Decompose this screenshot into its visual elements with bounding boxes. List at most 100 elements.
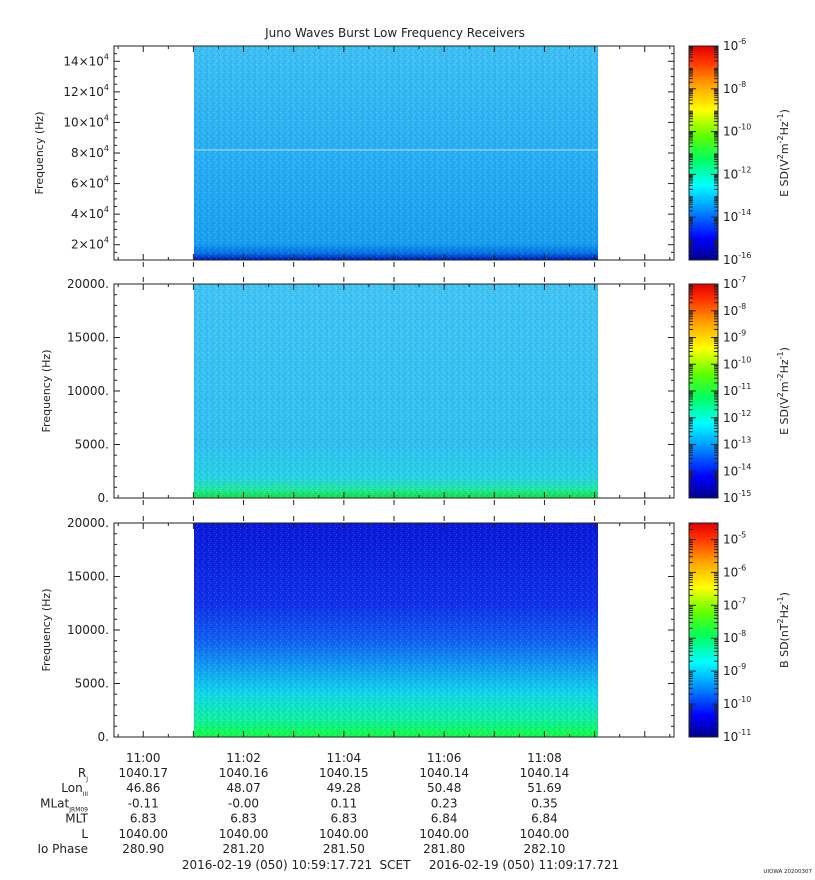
panel-1-noise (194, 46, 598, 260)
panel-1-colorbar-label: E SD(V2m-2Hz-1) (776, 109, 791, 197)
ephemeris-value: 282.10 (523, 842, 565, 856)
ephemeris-value: -0.00 (228, 796, 259, 810)
footer-start-time: 2016-02-19 (050) 10:59:17.721 (182, 858, 372, 872)
colorbar-3-tick-label: 10-9 (723, 662, 746, 678)
ephemeris-value: 48.07 (226, 781, 260, 795)
ephemeris-table: RJ 1040.17 1040.16 1040.15 1040.14 1040.14 Lon… (37, 766, 569, 856)
ephemeris-value: 1040.14 (520, 766, 570, 780)
colorbar-2-tick-label: 10-14 (723, 462, 751, 478)
time-tick-label: 11:08 (527, 751, 562, 765)
panel-2-y-tick-label: 15000. (67, 331, 109, 345)
colorbar-2-label-mid: m (778, 381, 791, 392)
panel-3-gaps (143, 523, 150, 737)
colorbar-1-label-exp-m2: -2 (776, 135, 785, 143)
panel-2-colorbar: 10-7 10-8 10-9 10-10 10-11 10-12 10-13 10-14 10-… (688, 275, 751, 505)
ephemeris-value: 1040.00 (219, 827, 269, 841)
colorbar-2-label-close: ) (778, 347, 791, 351)
ephemeris-row-label: MLatJRM09 (40, 796, 88, 813)
panel-2-y-tick-label: 0. (98, 491, 109, 505)
ephemeris-value: 1040.15 (319, 766, 369, 780)
time-tick-label: 11:06 (427, 751, 462, 765)
ephemeris-value: 6.83 (230, 812, 257, 826)
ephemeris-value: 1040.00 (118, 827, 168, 841)
panel-3-colorbar-label: B SD(nT2Hz-1) (776, 592, 791, 668)
svg-text:E SD(V2m-2Hz-1): E SD(V2m-2Hz-1) (776, 347, 791, 435)
colorbar-3-gradient (689, 523, 718, 737)
panel-3-y-tick-label: 10000. (67, 623, 109, 637)
colorbar-1-label-end: Hz (778, 121, 791, 135)
panel-2-colorbar-label: E SD(V2m-2Hz-1) (776, 347, 791, 435)
ephemeris-value: -0.11 (128, 796, 159, 810)
colorbar-2-tick-label: 10-11 (723, 382, 751, 398)
panel-3-y-ticks: 0. 5000. 10000. 15000. 20000. (67, 516, 674, 744)
colorbar-3-label-exp-2: 2 (776, 618, 785, 623)
panel-1-y-tick-label: 6×104 (71, 175, 109, 191)
colorbar-3-tick-label: 10-7 (723, 596, 746, 612)
ephemeris-value: 0.23 (431, 796, 458, 810)
panel-1-y-label: Frequency (Hz) (33, 112, 46, 195)
colorbar-3-label-close: ) (778, 592, 791, 596)
footer-scet: SCET (380, 858, 412, 872)
panel-3-y-tick-label: 5000. (75, 677, 109, 691)
ephemeris-value: 51.69 (527, 781, 561, 795)
ephemeris-value: 280.90 (122, 842, 164, 856)
colorbar-2-tick-label: 10-8 (723, 302, 746, 318)
colorbar-1-gradient (689, 46, 718, 260)
colorbar-1-tick-label: 10-14 (723, 208, 751, 224)
colorbar-3-label-base: B SD(nT (778, 623, 791, 668)
time-tick-label: 11:00 (126, 751, 161, 765)
ephemeris-value: 46.86 (126, 781, 160, 795)
panel-2-noise (194, 284, 598, 498)
ephemeris-value: 1040.00 (319, 827, 369, 841)
ephemeris-value: 1040.17 (118, 766, 168, 780)
colorbar-1-label-close: ) (778, 109, 791, 113)
panel-1-gaps (143, 46, 150, 260)
ephemeris-value: 6.84 (431, 812, 458, 826)
ephemeris-value: 0.35 (531, 796, 558, 810)
colorbar-1-tick-label: 10-12 (723, 165, 751, 181)
colorbar-1-label-exp-m1: -1 (776, 113, 785, 121)
panel-3-noise (194, 523, 598, 737)
ephemeris-value: 1040.00 (419, 827, 469, 841)
panel-2-y-ticks: 0. 5000. 10000. 15000. 20000. (67, 277, 674, 505)
colorbar-3-tick-label: 10-6 (723, 563, 746, 579)
panel-2-y-label: Frequency (Hz) (40, 350, 53, 433)
colorbar-3-tick-label: 10-10 (723, 695, 751, 711)
panel-1-y-tick-label: 8×104 (71, 144, 109, 160)
colorbar-1-label-mid: m (778, 143, 791, 154)
ephemeris-value: 6.83 (130, 812, 157, 826)
panel-1-x-ticks (117, 46, 671, 282)
colorbar-1-tick-label: 10-10 (723, 123, 751, 139)
colorbar-2-tick-label: 10-15 (723, 489, 751, 505)
ephemeris-value: 1040.14 (419, 766, 469, 780)
colorbar-2-tick-label: 10-13 (723, 436, 751, 452)
ephemeris-value: 6.83 (330, 812, 357, 826)
colorbar-2-label-exp-2: 2 (776, 392, 785, 397)
ephemeris-row-label: RJ (78, 766, 88, 783)
time-axis-labels: 11:00 11:02 11:04 11:06 11:08 (126, 751, 562, 765)
footer-stamp: UIOWA 20200307 (763, 869, 812, 875)
panel-2-y-label-text: Frequency (Hz) (40, 350, 53, 433)
panel-1: 2×104 4×104 6×104 8×104 10×104 12×104 14×104 F… (33, 37, 791, 282)
ephemeris-row-label: Io Phase (37, 842, 88, 856)
colorbar-3-frame (688, 522, 719, 738)
colorbar-2-label-end: Hz (778, 359, 791, 373)
panel-3: 0. 5000. 10000. 15000. 20000. Frequency (Hz)… (40, 516, 791, 744)
colorbar-1-frame (688, 45, 719, 261)
panel-2-y-tick-label: 10000. (67, 384, 109, 398)
colorbar-2-label-base: E SD(V (778, 397, 791, 435)
ephemeris-row-label: MLT (65, 812, 88, 826)
ephemeris-row-label: LonIII (61, 781, 88, 798)
panel-2: 0. 5000. 10000. 15000. 20000. Frequency (Hz)… (40, 275, 791, 521)
panel-1-y-tick-label: 10×104 (63, 113, 109, 129)
ephemeris-value: 49.28 (327, 781, 361, 795)
time-tick-label: 11:04 (327, 751, 362, 765)
panel-3-y-label: Frequency (Hz) (40, 589, 53, 672)
colorbar-2-tick-label: 10-7 (723, 275, 746, 291)
colorbar-3-label-exp-m1: -1 (776, 596, 785, 604)
colorbar-2-label-exp-m2: -2 (776, 373, 785, 381)
panel-1-y-tick-label: 2×104 (71, 236, 109, 252)
panel-1-colorbar: 10-6 10-8 10-10 10-12 10-14 10-16 (688, 37, 751, 267)
colorbar-1-tick-label: 10-8 (723, 80, 746, 96)
